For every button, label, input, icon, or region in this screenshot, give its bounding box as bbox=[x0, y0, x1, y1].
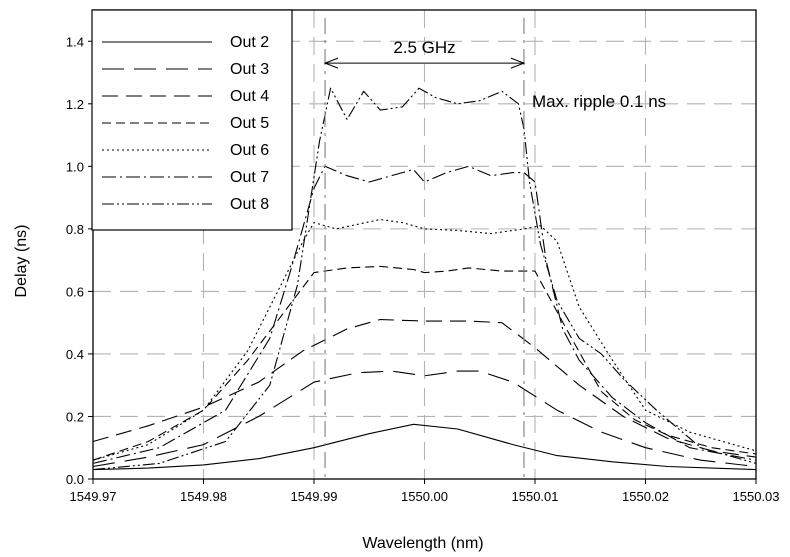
y-tick-label: 0.8 bbox=[66, 222, 84, 237]
x-tick-label: 1550.01 bbox=[512, 489, 559, 504]
legend-label: Out 8 bbox=[230, 196, 269, 213]
y-tick-label: 0.4 bbox=[66, 347, 84, 362]
series-line-out-8 bbox=[92, 87, 757, 471]
legend-label: Out 5 bbox=[230, 115, 269, 132]
x-axis-title: Wavelength (nm) bbox=[362, 535, 483, 552]
bandwidth-arrowhead-right bbox=[510, 57, 526, 69]
y-axis-title: Delay (ns) bbox=[13, 225, 30, 298]
y-tick-label: 1.4 bbox=[66, 34, 84, 49]
legend-label: Out 7 bbox=[230, 169, 269, 186]
x-tick-label: 1549.99 bbox=[291, 489, 338, 504]
y-tick-label: 0.0 bbox=[66, 472, 84, 487]
x-tick-label: 1549.98 bbox=[180, 489, 227, 504]
x-tick-label: 1550.00 bbox=[401, 489, 448, 504]
legend-label: Out 2 bbox=[230, 34, 269, 51]
series-layer bbox=[92, 87, 757, 471]
bandwidth-label: 2.5 GHz bbox=[393, 38, 455, 57]
series-line-out-3 bbox=[92, 370, 757, 468]
legend-label: Out 3 bbox=[230, 61, 269, 78]
series-line-out-2 bbox=[92, 423, 757, 471]
legend-label: Out 6 bbox=[230, 142, 269, 159]
grid-lines bbox=[93, 10, 756, 479]
y-tick-label: 1.0 bbox=[66, 159, 84, 174]
legend: Out 2 Out 3 Out 4 Out 5 Out 6 Out 7 Out 8 bbox=[91, 9, 293, 231]
y-tick-label: 0.6 bbox=[66, 284, 84, 299]
ripple-label: Max. ripple 0.1 ns bbox=[532, 92, 666, 111]
legend-label: Out 4 bbox=[230, 88, 269, 105]
y-tick-label: 1.2 bbox=[66, 97, 84, 112]
bandwidth-annotation bbox=[323, 18, 526, 479]
series-line-out-7 bbox=[92, 165, 757, 464]
x-tick-label: 1549.97 bbox=[70, 489, 117, 504]
axis-ticks: 1549.97 1549.98 1549.99 1550.00 1550.01 1550.… bbox=[66, 34, 780, 504]
bandwidth-arrowhead-left bbox=[323, 57, 339, 69]
x-tick-label: 1550.03 bbox=[733, 489, 780, 504]
series-line-out-5 bbox=[92, 265, 757, 461]
series-line-out-4 bbox=[92, 318, 757, 458]
x-tick-label: 1550.02 bbox=[622, 489, 669, 504]
legend-box bbox=[91, 9, 293, 231]
y-tick-label: 0.2 bbox=[66, 409, 84, 424]
